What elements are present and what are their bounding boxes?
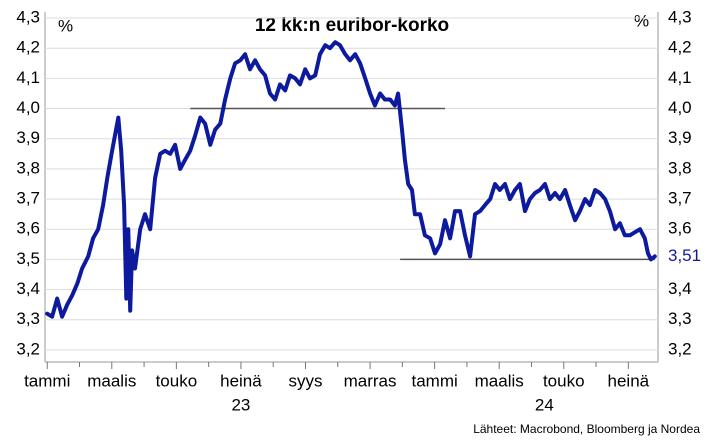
y2-tick-label: 3,4 xyxy=(668,279,692,298)
x-tick-label: touko xyxy=(156,371,198,390)
x-tick-label: touko xyxy=(543,371,585,390)
y-tick-label: 3,9 xyxy=(16,128,40,147)
year-label: 23 xyxy=(231,395,250,414)
y-unit: % xyxy=(58,16,73,35)
y-tick-label: 3,4 xyxy=(16,279,40,298)
x-tick-label: tammi xyxy=(411,371,457,390)
y-tick-label: 3,3 xyxy=(16,309,40,328)
y-tick-label: 4,0 xyxy=(16,98,40,117)
x-tick-label: heinä xyxy=(608,371,650,390)
y2-tick-label: 3,6 xyxy=(668,219,692,238)
y2-tick-label: 3,2 xyxy=(668,339,692,358)
year-label: 24 xyxy=(535,395,554,414)
y2-tick-label: 4,1 xyxy=(668,68,692,87)
x-tick-label: syys xyxy=(288,371,322,390)
y2-tick-label: 3,7 xyxy=(668,189,692,208)
x-tick-label: heinä xyxy=(220,371,262,390)
y2-tick-label: 4,2 xyxy=(668,38,692,57)
y2-tick-label: 4,3 xyxy=(668,8,692,27)
y-tick-label: 3,8 xyxy=(16,158,40,177)
y2-unit: % xyxy=(634,11,649,30)
last-value-label: 3,51 xyxy=(668,246,701,265)
x-tick-label: maalis xyxy=(87,371,136,390)
x-tick-label: tammi xyxy=(24,371,70,390)
y2-tick-label: 4,0 xyxy=(668,98,692,117)
y-tick-label: 3,2 xyxy=(16,339,40,358)
chart-title: 12 kk:n euribor-korko xyxy=(255,15,449,36)
y-tick-label: 4,1 xyxy=(16,68,40,87)
y2-tick-label: 3,9 xyxy=(668,128,692,147)
y2-tick-label: 3,3 xyxy=(668,309,692,328)
y-tick-label: 3,6 xyxy=(16,219,40,238)
data-line xyxy=(45,40,657,319)
x-tick-label: maalis xyxy=(475,371,524,390)
y-tick-label: 3,7 xyxy=(16,189,40,208)
y-tick-label: 4,3 xyxy=(16,8,40,27)
x-tick-label: marras xyxy=(344,371,397,390)
y-tick-label: 3,5 xyxy=(16,249,40,268)
y-tick-label: 4,2 xyxy=(16,38,40,57)
source: Lähteet: Macrobond, Bloomberg ja Nordea xyxy=(473,422,700,436)
y2-tick-label: 3,8 xyxy=(668,158,692,177)
